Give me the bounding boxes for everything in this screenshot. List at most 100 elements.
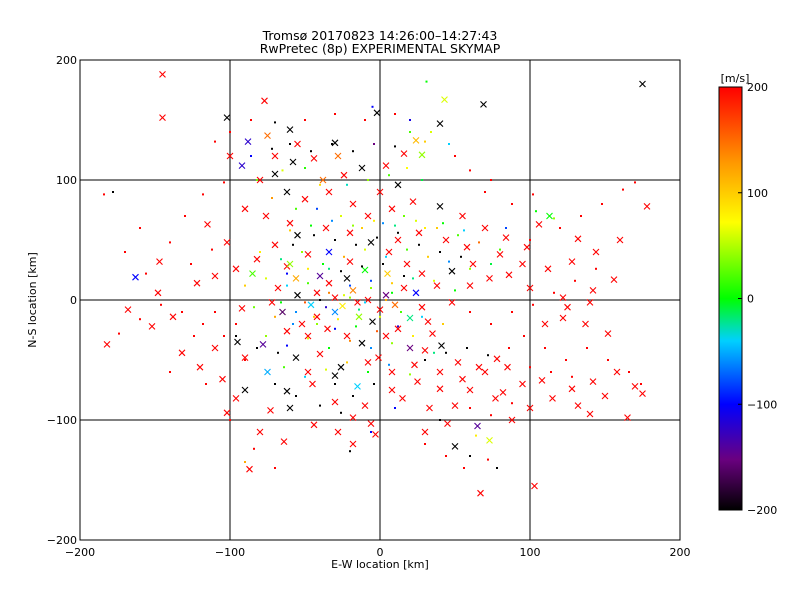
data-point-cross bbox=[454, 359, 462, 366]
data-point-cross bbox=[283, 188, 291, 196]
data-point-cross bbox=[358, 339, 366, 347]
data-point-dot bbox=[370, 431, 372, 433]
plot-area bbox=[80, 60, 680, 540]
y-tick-label: −100 bbox=[47, 414, 77, 427]
data-point-dot bbox=[304, 167, 306, 169]
data-point-dot bbox=[313, 315, 315, 318]
data-point-dot bbox=[391, 282, 393, 285]
data-point-dot bbox=[442, 222, 444, 225]
data-point-dot bbox=[433, 351, 435, 354]
x-axis-ticks: −200 −100 0 100 200 bbox=[65, 546, 691, 559]
data-point-cross bbox=[279, 308, 286, 316]
data-point-dot bbox=[418, 243, 420, 246]
data-point-dot bbox=[274, 467, 276, 469]
data-point-cross bbox=[376, 306, 384, 313]
data-point-cross bbox=[388, 368, 396, 376]
data-point-cross bbox=[463, 243, 471, 251]
data-point-cross bbox=[132, 273, 139, 281]
data-point-cross bbox=[289, 158, 297, 166]
data-point-cross bbox=[384, 270, 391, 277]
colorbar-ticks: −200 −100 0 100 200 bbox=[738, 81, 777, 517]
data-point-cross bbox=[259, 341, 267, 348]
data-point-cross bbox=[154, 289, 162, 297]
data-point-dot bbox=[289, 229, 291, 232]
data-point-dot bbox=[487, 354, 489, 357]
data-point-dot bbox=[349, 339, 351, 342]
data-point-cross bbox=[346, 258, 354, 265]
data-point-cross bbox=[226, 152, 234, 160]
data-point-cross bbox=[424, 318, 432, 325]
data-point-dot bbox=[355, 325, 357, 328]
data-point-dot bbox=[364, 301, 366, 304]
data-point-cross bbox=[304, 368, 312, 376]
data-point-dot bbox=[364, 119, 366, 121]
data-point-cross bbox=[304, 332, 312, 340]
data-point-cross bbox=[349, 287, 357, 294]
data-point-dot bbox=[280, 258, 282, 261]
data-point-dot bbox=[385, 299, 387, 301]
data-point-cross bbox=[546, 212, 553, 220]
data-point-cross bbox=[337, 363, 345, 371]
data-point-cross bbox=[448, 299, 456, 306]
data-point-dot bbox=[265, 277, 267, 280]
data-point-dot bbox=[463, 467, 465, 469]
data-point-cross bbox=[541, 320, 549, 328]
data-point-cross bbox=[492, 395, 499, 402]
data-point-dot bbox=[331, 219, 333, 222]
data-point-dot bbox=[223, 181, 225, 184]
data-point-cross bbox=[459, 212, 466, 220]
data-point-dot bbox=[505, 227, 507, 229]
data-point-dot bbox=[580, 215, 582, 217]
data-point-cross bbox=[343, 275, 351, 282]
data-point-dot bbox=[244, 284, 246, 287]
data-point-dot bbox=[394, 145, 396, 148]
data-point-cross bbox=[340, 171, 348, 179]
data-point-cross bbox=[261, 97, 268, 105]
data-point-dot bbox=[316, 323, 318, 325]
data-point-cross bbox=[310, 155, 318, 162]
data-point-cross bbox=[526, 284, 534, 292]
y-axis-label: N-S location [km] bbox=[26, 252, 39, 348]
data-point-dot bbox=[322, 263, 324, 265]
data-point-cross bbox=[313, 313, 321, 321]
data-point-dot bbox=[628, 371, 630, 373]
data-point-dot bbox=[229, 131, 231, 133]
data-point-cross bbox=[391, 301, 399, 309]
data-point-dot bbox=[352, 150, 354, 153]
data-point-dot bbox=[310, 224, 312, 227]
data-point-dot bbox=[160, 303, 162, 306]
data-point-dot bbox=[103, 193, 105, 196]
data-point-dot bbox=[319, 299, 321, 301]
data-point-dot bbox=[295, 311, 297, 313]
data-point-dot bbox=[259, 251, 261, 253]
data-point-dot bbox=[304, 375, 306, 378]
data-point-cross bbox=[178, 349, 186, 357]
data-point-cross bbox=[436, 120, 444, 127]
data-point-dot bbox=[253, 447, 255, 450]
data-point-dot bbox=[553, 217, 555, 220]
x-tick-label: −200 bbox=[65, 546, 95, 559]
data-point-cross bbox=[364, 212, 372, 220]
data-point-cross bbox=[262, 212, 270, 220]
data-point-cross bbox=[271, 152, 279, 160]
data-point-cross bbox=[559, 294, 567, 301]
data-point-dot bbox=[271, 147, 273, 150]
data-point-dot bbox=[523, 335, 525, 337]
data-point-dot bbox=[529, 239, 531, 241]
data-point-cross bbox=[223, 114, 231, 121]
data-point-cross bbox=[586, 410, 594, 418]
data-point-dot bbox=[202, 193, 204, 196]
data-point-dot bbox=[469, 407, 471, 409]
data-point-cross bbox=[211, 272, 219, 280]
data-point-dot bbox=[511, 203, 513, 205]
data-point-cross bbox=[223, 409, 231, 417]
data-point-cross bbox=[219, 375, 226, 383]
y-tick-label: −200 bbox=[47, 534, 77, 547]
data-point-dot bbox=[373, 383, 375, 385]
data-point-dot bbox=[622, 188, 624, 191]
data-point-dot bbox=[487, 458, 489, 461]
data-point-cross bbox=[592, 248, 600, 256]
data-point-cross bbox=[325, 188, 333, 196]
data-point-cross bbox=[241, 386, 249, 394]
data-point-cross bbox=[481, 224, 489, 232]
